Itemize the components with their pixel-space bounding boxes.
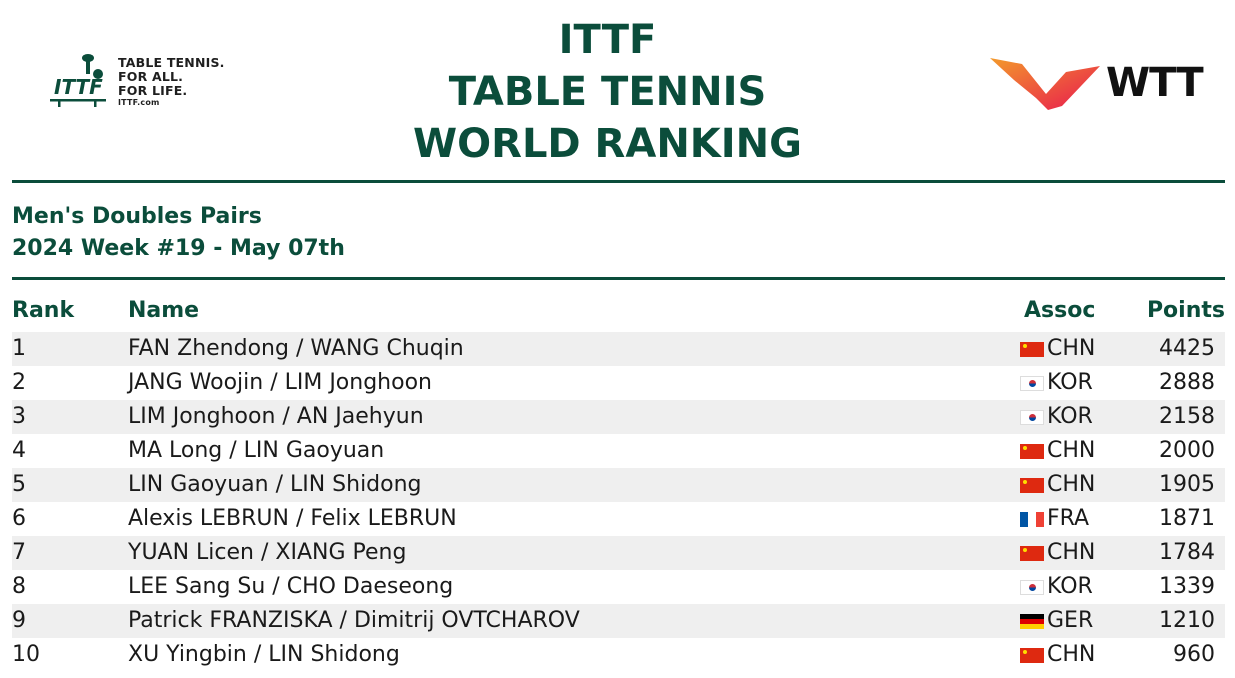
wtt-logo-icon — [990, 58, 1100, 110]
row-assoc: GER — [1020, 607, 1093, 635]
row-name: MA Long / LIN Gaoyuan — [128, 438, 385, 463]
row-points: 4425 — [1159, 336, 1215, 361]
row-assoc: CHN — [1020, 539, 1095, 567]
ittf-slogan-line-2: FOR ALL. — [118, 69, 184, 84]
row-name: Alexis LEBRUN / Felix LEBRUN — [128, 506, 457, 531]
row-rank: 5 — [12, 472, 26, 497]
table-header: Rank Name Assoc Points — [12, 298, 1225, 330]
header-name: Name — [128, 298, 200, 323]
korea-flag-icon — [1020, 409, 1044, 425]
table-row: 10 XU Yingbin / LIN Shidong CHN 960 — [12, 638, 1225, 672]
row-assoc-code: CHN — [1047, 336, 1096, 361]
row-assoc-code: GER — [1047, 608, 1094, 633]
row-rank: 1 — [12, 336, 26, 361]
title-line-1: ITTF — [558, 17, 657, 63]
wtt-wordmark: WTT — [1106, 60, 1204, 106]
ittf-slogan-line-1: TABLE TENNIS. — [118, 55, 225, 70]
top-divider — [12, 180, 1225, 183]
ittf-logo: ITTF TABLE TENNIS. FOR ALL. FOR LIFE. IT… — [48, 52, 225, 108]
ittf-url: ITTF.com — [118, 98, 160, 107]
row-name: LIN Gaoyuan / LIN Shidong — [128, 472, 422, 497]
korea-flag-icon — [1020, 579, 1044, 595]
ranking-week: 2024 Week #19 - May 07th — [12, 236, 345, 261]
row-name: LIM Jonghoon / AN Jaehyun — [128, 404, 424, 429]
ranking-category: Men's Doubles Pairs — [12, 204, 262, 229]
table-row: 4 MA Long / LIN Gaoyuan CHN 2000 — [12, 434, 1225, 468]
header-rank: Rank — [12, 298, 75, 323]
row-assoc: CHN — [1020, 335, 1095, 363]
row-assoc-code: CHN — [1047, 438, 1096, 463]
table-row: 1 FAN Zhendong / WANG Chuqin CHN 4425 — [12, 332, 1225, 366]
france-flag-icon — [1020, 511, 1044, 527]
table-row: 9 Patrick FRANZISKA / Dimitrij OVTCHAROV… — [12, 604, 1225, 638]
row-name: JANG Woojin / LIM Jonghoon — [128, 370, 432, 395]
row-assoc-code: FRA — [1047, 506, 1090, 531]
table-row: 2 JANG Woojin / LIM Jonghoon KOR 2888 — [12, 366, 1225, 400]
row-points: 960 — [1173, 642, 1215, 667]
title-line-2: TABLE TENNIS — [448, 69, 767, 115]
row-assoc: KOR — [1020, 403, 1093, 431]
ranking-table: 1 FAN Zhendong / WANG Chuqin CHN 4425 2 … — [12, 332, 1225, 672]
korea-flag-icon — [1020, 375, 1044, 391]
row-points: 1784 — [1159, 540, 1215, 565]
row-points: 1210 — [1159, 608, 1215, 633]
row-assoc-code: KOR — [1047, 370, 1093, 395]
row-assoc: CHN — [1020, 437, 1095, 465]
row-assoc: CHN — [1020, 471, 1095, 499]
row-name: YUAN Licen / XIANG Peng — [128, 540, 407, 565]
table-row: 3 LIM Jonghoon / AN Jaehyun KOR 2158 — [12, 400, 1225, 434]
page-title: ITTF TABLE TENNIS WORLD RANKING — [300, 14, 915, 170]
row-rank: 10 — [12, 642, 40, 667]
table-row: 5 LIN Gaoyuan / LIN Shidong CHN 1905 — [12, 468, 1225, 502]
mid-divider — [12, 277, 1225, 280]
row-assoc-code: CHN — [1047, 540, 1096, 565]
svg-text:ITTF: ITTF — [54, 75, 103, 99]
row-assoc: KOR — [1020, 369, 1093, 397]
ittf-slogan-line-3: FOR LIFE. — [118, 83, 188, 98]
row-points: 2158 — [1159, 404, 1215, 429]
row-assoc-code: KOR — [1047, 574, 1093, 599]
wtt-logo: WTT — [988, 54, 1204, 112]
germany-flag-icon — [1020, 613, 1044, 629]
row-name: LEE Sang Su / CHO Daeseong — [128, 574, 454, 599]
row-rank: 9 — [12, 608, 26, 633]
ranking-subtitle: Men's Doubles Pairs 2024 Week #19 - May … — [12, 201, 345, 265]
table-row: 8 LEE Sang Su / CHO Daeseong KOR 1339 — [12, 570, 1225, 604]
table-row: 6 Alexis LEBRUN / Felix LEBRUN FRA 1871 — [12, 502, 1225, 536]
header-points: Points — [1146, 298, 1225, 323]
row-assoc-code: CHN — [1047, 472, 1096, 497]
row-name: XU Yingbin / LIN Shidong — [128, 642, 400, 667]
row-assoc: KOR — [1020, 573, 1093, 601]
china-flag-icon — [1020, 443, 1044, 459]
row-points: 2888 — [1159, 370, 1215, 395]
ittf-logo-icon: ITTF — [50, 54, 106, 107]
row-assoc: CHN — [1020, 641, 1095, 669]
title-line-3: WORLD RANKING — [413, 121, 802, 167]
row-points: 2000 — [1159, 438, 1215, 463]
row-rank: 6 — [12, 506, 26, 531]
row-rank: 8 — [12, 574, 26, 599]
row-rank: 4 — [12, 438, 26, 463]
row-name: Patrick FRANZISKA / Dimitrij OVTCHAROV — [128, 608, 580, 633]
row-points: 1871 — [1159, 506, 1215, 531]
row-assoc: FRA — [1020, 505, 1089, 533]
row-assoc-code: CHN — [1047, 642, 1096, 667]
row-name: FAN Zhendong / WANG Chuqin — [128, 336, 464, 361]
row-rank: 2 — [12, 370, 26, 395]
table-row: 7 YUAN Licen / XIANG Peng CHN 1784 — [12, 536, 1225, 570]
row-rank: 3 — [12, 404, 26, 429]
china-flag-icon — [1020, 647, 1044, 663]
china-flag-icon — [1020, 477, 1044, 493]
china-flag-icon — [1020, 341, 1044, 357]
china-flag-icon — [1020, 545, 1044, 561]
ittf-slogan: TABLE TENNIS. FOR ALL. FOR LIFE. ITTF.co… — [118, 56, 225, 108]
row-points: 1905 — [1159, 472, 1215, 497]
row-points: 1339 — [1159, 574, 1215, 599]
page-header: ITTF TABLE TENNIS. FOR ALL. FOR LIFE. IT… — [0, 0, 1235, 182]
row-assoc-code: KOR — [1047, 404, 1093, 429]
header-assoc: Assoc — [1024, 298, 1096, 323]
row-rank: 7 — [12, 540, 26, 565]
